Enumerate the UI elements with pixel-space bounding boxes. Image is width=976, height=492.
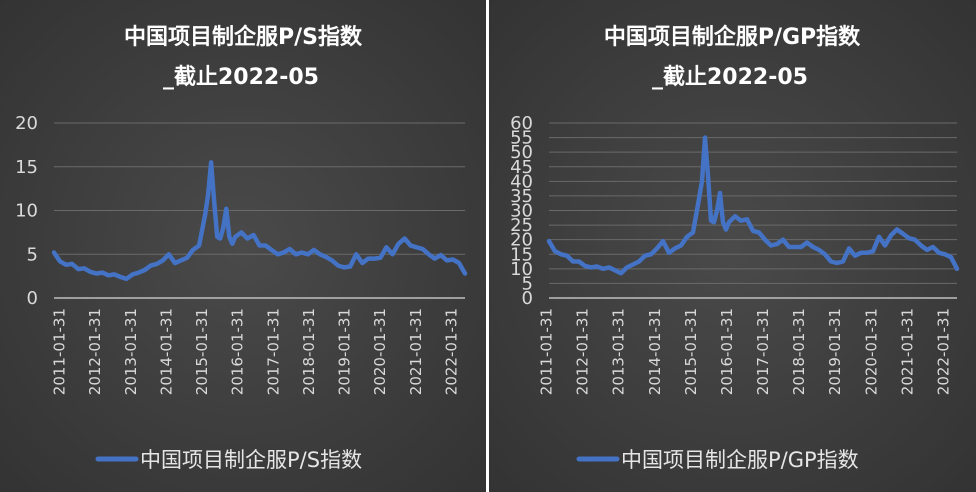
y-tick-label: 25 (510, 215, 533, 236)
y-tick-label: 60 (510, 113, 533, 134)
y-tick-label: 40 (510, 171, 533, 192)
y-tick-label: 10 (15, 201, 38, 222)
x-tick-label: 2014-01-31 (157, 308, 175, 395)
x-tick-label: 2017-01-31 (754, 308, 772, 395)
x-tick-label: 2012-01-31 (86, 308, 104, 395)
x-tick-label: 2012-01-31 (574, 308, 592, 395)
x-tick-label: 2013-01-31 (122, 308, 140, 395)
x-tick-label: 2021-01-31 (407, 308, 425, 395)
y-tick-label: 15 (15, 157, 38, 178)
x-tick-label: 2014-01-31 (646, 308, 664, 395)
y-tick-label: 5 (522, 273, 533, 294)
y-tick-label: 50 (510, 142, 533, 163)
x-tick-label: 2011-01-31 (538, 308, 556, 395)
x-tick-label: 2018-01-31 (790, 308, 808, 395)
x-tick-label: 2020-01-31 (371, 308, 389, 395)
x-tick-label: 2022-01-31 (443, 308, 461, 395)
y-tick-label: 10 (510, 259, 533, 280)
x-tick-label: 2016-01-31 (229, 308, 247, 395)
x-tick-label: 2017-01-31 (264, 308, 282, 395)
ps-index-chart: 中国项目制企服P/S指数 _截止2022-05 0 5 10 15 20 2011-01-31… (15, 24, 468, 472)
x-tick-label: 2019-01-31 (336, 308, 354, 395)
y-tick-label: 5 (27, 244, 38, 265)
chart-title-line1: 中国项目制企服P/GP指数 (604, 24, 861, 50)
y-tick-label: 15 (510, 244, 533, 265)
legend-label: 中国项目制企服P/S指数 (140, 448, 362, 472)
y-tick-label: 35 (510, 186, 533, 207)
chart-title-line1: 中国项目制企服P/S指数 (124, 24, 363, 50)
x-tick-label: 2022-01-31 (935, 308, 953, 395)
panel-divider (486, 0, 489, 492)
x-tick-label: 2015-01-31 (193, 308, 211, 395)
x-tick-label: 2021-01-31 (898, 308, 916, 395)
y-tick-label: 45 (510, 157, 533, 178)
x-tick-label: 2015-01-31 (682, 308, 700, 395)
y-tick-label: 30 (510, 201, 533, 222)
y-tick-label: 55 (510, 128, 533, 149)
chart-legend: 中国项目制企服P/S指数 (95, 448, 362, 472)
x-tick-label: 2016-01-31 (718, 308, 736, 395)
y-tick-label: 20 (15, 113, 38, 134)
y-tick-label: 20 (510, 230, 533, 251)
x-tick-label: 2013-01-31 (610, 308, 628, 395)
chart-legend: 中国项目制企服P/GP指数 (576, 448, 859, 472)
series-line (546, 135, 960, 276)
x-tick-label: 2019-01-31 (826, 308, 844, 395)
ps-chart-panel: 中国项目制企服P/S指数 _截止2022-05 0 5 10 15 20 2011-01-31… (0, 0, 486, 492)
y-tick-label: 0 (522, 288, 533, 309)
x-tick-label: 2011-01-31 (51, 308, 69, 395)
pgp-chart-panel: 中国项目制企服P/GP指数 _截止2022-05 0 5 10 15 20 25 30 35 40 4… (489, 0, 976, 492)
legend-label: 中国项目制企服P/GP指数 (621, 448, 859, 472)
chart-title-line2: _截止2022-05 (163, 65, 319, 90)
series-line (51, 160, 468, 282)
x-tick-label: 2018-01-31 (300, 308, 318, 395)
chart-title-line2: _截止2022-05 (652, 65, 808, 90)
x-tick-label: 2020-01-31 (862, 308, 880, 395)
pgp-index-chart: 中国项目制企服P/GP指数 _截止2022-05 05101520253035404… (510, 24, 960, 472)
y-tick-label: 0 (27, 288, 38, 309)
